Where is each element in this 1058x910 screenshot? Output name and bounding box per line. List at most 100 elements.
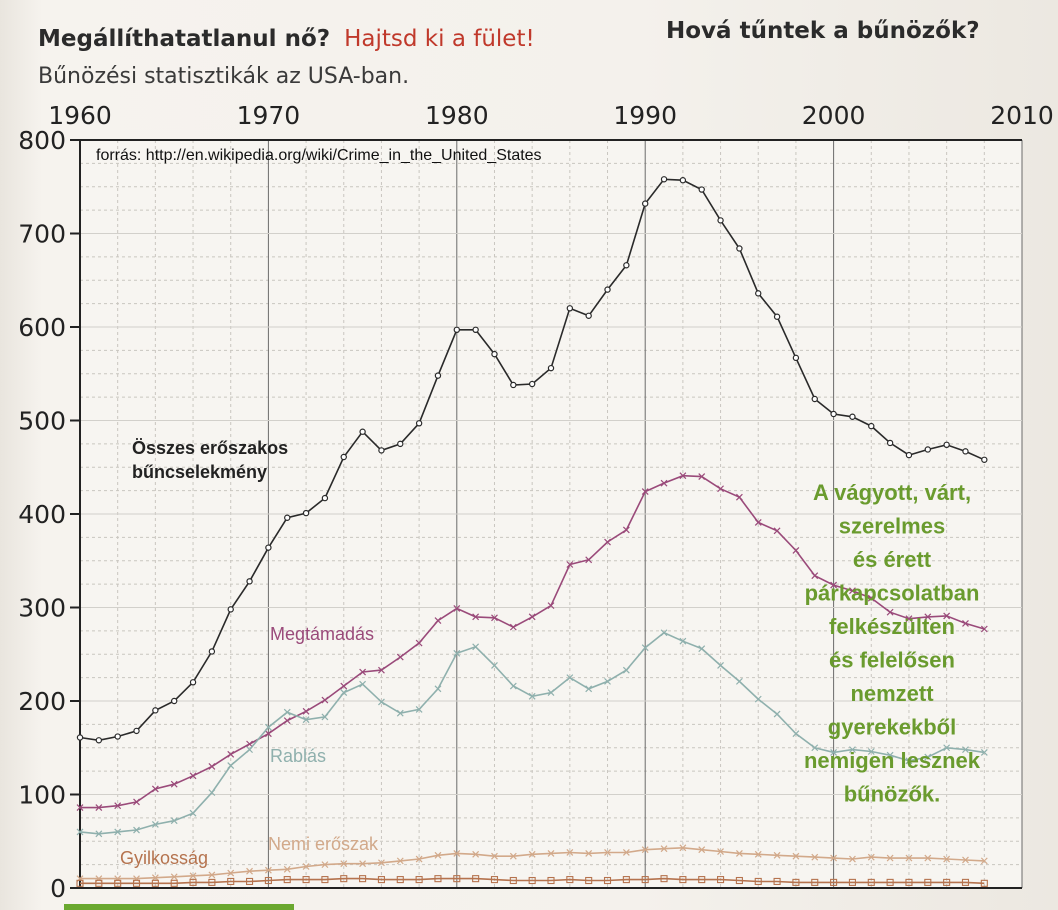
data-point: [868, 422, 875, 430]
data-point: [773, 527, 781, 535]
data-point: [698, 473, 706, 481]
data-point: [585, 849, 593, 857]
data-point: [453, 849, 461, 857]
data-point: [585, 685, 593, 693]
data-point: [905, 878, 913, 886]
data-point: [755, 290, 762, 297]
data-point: [642, 200, 649, 207]
data-point: [754, 877, 762, 886]
data-point: [189, 679, 197, 686]
data-point: [490, 876, 499, 884]
data-point: [717, 848, 724, 855]
data-point: [962, 746, 969, 754]
data-point: [660, 479, 668, 487]
data-point: [905, 615, 913, 623]
data-point: [76, 828, 84, 836]
data-point: [321, 713, 329, 721]
data-point: [283, 708, 291, 716]
header-title-line: Megállíthatatlanul nő? Hajtsd ki a fület…: [38, 26, 535, 52]
series-markers: [76, 176, 988, 744]
data-point: [151, 874, 159, 882]
data-point: [76, 879, 84, 887]
data-point: [547, 849, 555, 857]
y-tick-label: 300: [18, 594, 66, 623]
annotation-line: nemigen lesznek: [804, 748, 981, 773]
data-point: [133, 826, 140, 834]
annotation-line: párkapcsolatban: [805, 581, 980, 606]
annotation-line: bűnözők.: [844, 782, 941, 807]
data-point: [114, 802, 122, 810]
data-point: [773, 877, 781, 886]
data-point: [886, 608, 894, 616]
series-markers: [76, 472, 988, 812]
header-cta[interactable]: Hajtsd ki a fület!: [344, 26, 535, 52]
data-point: [622, 526, 630, 534]
data-point: [811, 572, 819, 580]
data-point: [830, 410, 837, 418]
data-point: [886, 878, 894, 886]
data-point: [980, 879, 988, 887]
annotation-line: felkészülten: [829, 614, 955, 639]
data-point: [321, 876, 329, 884]
data-point: [76, 804, 84, 812]
data-point: [981, 456, 988, 463]
header-title: Megállíthatatlanul nő?: [38, 26, 331, 52]
data-point: [849, 746, 856, 754]
data-point: [95, 804, 103, 812]
data-point: [717, 662, 724, 669]
y-tick-label: 700: [18, 220, 66, 249]
data-point: [867, 748, 875, 755]
data-point: [698, 645, 706, 653]
bottom-accent-bar: [64, 904, 294, 910]
data-point: [302, 509, 310, 517]
y-tick-label: 600: [18, 313, 66, 342]
data-point: [811, 395, 818, 403]
data-point: [585, 556, 593, 564]
data-point: [189, 878, 197, 886]
data-point: [886, 439, 894, 447]
data-point: [660, 629, 668, 637]
y-tick-label: 400: [18, 500, 66, 529]
data-point: [434, 685, 442, 693]
data-point: [547, 689, 555, 697]
data-point: [265, 544, 272, 551]
data-point: [114, 733, 121, 740]
data-point: [151, 785, 159, 793]
data-point: [453, 875, 461, 883]
data-point: [980, 625, 988, 633]
data-point: [528, 613, 536, 621]
data-point: [246, 867, 253, 875]
annotation-line: gyerekekből: [828, 715, 956, 740]
data-point: [227, 877, 235, 886]
data-point: [114, 828, 122, 836]
data-point: [321, 494, 329, 502]
data-point: [170, 817, 178, 825]
data-point: [396, 857, 404, 865]
data-point: [415, 639, 423, 647]
data-point: [698, 846, 706, 854]
data-point: [924, 613, 932, 621]
data-point: [962, 619, 969, 627]
data-point: [95, 737, 103, 744]
data-point: [585, 876, 593, 885]
data-point: [472, 875, 480, 883]
data-point: [660, 875, 668, 883]
data-point: [566, 876, 574, 884]
data-point: [340, 453, 347, 461]
data-point: [509, 682, 517, 690]
data-point: [849, 587, 856, 595]
data-point: [227, 762, 235, 769]
data-point: [284, 514, 291, 521]
data-point: [528, 692, 536, 700]
data-point: [264, 723, 272, 731]
data-point: [867, 853, 875, 861]
data-point: [415, 876, 423, 884]
data-point: [378, 447, 385, 454]
series-markers: [76, 629, 988, 838]
annotation-line: A vágyott, várt,: [813, 480, 971, 505]
series-markers: [76, 844, 988, 883]
data-point: [717, 876, 725, 884]
data-point: [453, 326, 460, 334]
data-point: [189, 872, 197, 880]
